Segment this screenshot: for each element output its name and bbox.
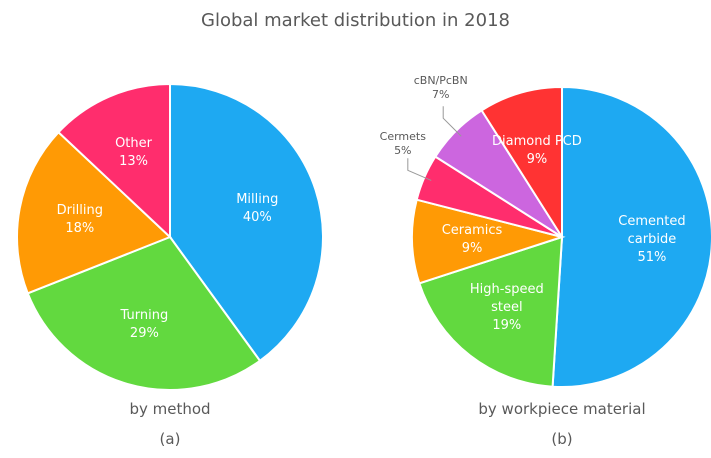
category-label: Ceramics bbox=[441, 222, 503, 238]
pie-slice bbox=[480, 85, 563, 241]
slice-label: Cemented carbide 51% bbox=[607, 213, 697, 267]
pie-slice bbox=[551, 85, 711, 388]
value-label: 9% bbox=[526, 151, 548, 167]
slice-label: cBN/PcBN 7% bbox=[406, 74, 476, 102]
pie-slice bbox=[418, 235, 564, 388]
chart-subtitle: by method bbox=[129, 400, 211, 418]
value-label: 13% bbox=[119, 153, 148, 169]
category-label: cBN/PcBN bbox=[413, 73, 468, 87]
category-label: Diamond PCD bbox=[492, 133, 582, 149]
category-label: High-speed steel bbox=[469, 282, 544, 316]
value-label: 19% bbox=[492, 318, 522, 334]
slice-label: Other 13% bbox=[89, 135, 179, 171]
slice-label: Cermets 5% bbox=[368, 130, 438, 158]
pie-slice bbox=[16, 130, 172, 295]
chart-label: (a) bbox=[159, 430, 181, 448]
slice-label: High-speed steel 19% bbox=[462, 281, 552, 335]
value-label: 9% bbox=[461, 240, 483, 256]
value-label: 40% bbox=[242, 209, 272, 225]
slice-label: Drilling 18% bbox=[35, 202, 125, 238]
category-label: Milling bbox=[236, 191, 279, 207]
chart-title: Global market distribution in 2018 bbox=[201, 10, 510, 31]
slice-label: Ceramics 9% bbox=[427, 222, 517, 258]
slice-label: Diamond PCD 9% bbox=[492, 133, 582, 169]
pie-slice bbox=[411, 198, 566, 285]
value-label: 5% bbox=[394, 143, 412, 157]
value-label: 18% bbox=[65, 220, 95, 236]
value-label: 51% bbox=[637, 249, 667, 265]
category-label: Other bbox=[115, 135, 152, 151]
leader-line bbox=[442, 106, 462, 137]
category-label: Cemented carbide bbox=[618, 213, 686, 247]
slice-label: Turning 29% bbox=[99, 307, 189, 343]
chart-subtitle: by workpiece material bbox=[478, 400, 646, 418]
category-label: Cermets bbox=[379, 129, 426, 143]
category-label: Drilling bbox=[56, 202, 103, 218]
pie-slice bbox=[26, 235, 262, 391]
pie-slice bbox=[57, 82, 171, 240]
pie-slice bbox=[169, 82, 324, 363]
leader-line bbox=[407, 158, 432, 181]
category-label: Turning bbox=[120, 308, 169, 324]
slice-label: Milling 40% bbox=[212, 191, 302, 227]
value-label: 7% bbox=[431, 87, 450, 101]
value-label: 29% bbox=[129, 326, 159, 342]
chart-label: (b) bbox=[551, 430, 573, 448]
